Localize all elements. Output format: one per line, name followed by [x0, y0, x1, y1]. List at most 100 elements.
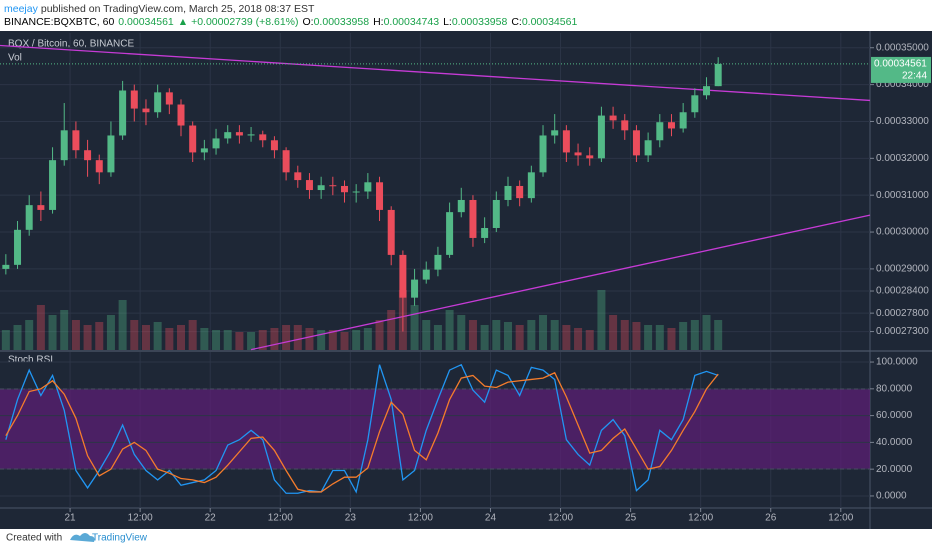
- candle-body: [119, 90, 127, 136]
- volume-bar: [1, 330, 10, 350]
- volume-bar: [422, 320, 431, 350]
- volume-bar: [165, 328, 174, 350]
- candle-body: [411, 279, 419, 298]
- volume-bar: [317, 330, 326, 350]
- ohlc-value: 0.00034743: [384, 16, 440, 28]
- last: 0.00034561: [118, 16, 174, 28]
- candle-body: [95, 160, 103, 173]
- published: published on TradingView.com, March 25, …: [41, 3, 315, 15]
- volume-bar: [363, 328, 372, 350]
- footer-brand[interactable]: TradingView: [92, 533, 148, 544]
- volume-label: Vol: [8, 53, 22, 64]
- header-line: meejay published on TradingView.com, Marc…: [4, 3, 315, 15]
- candle-body: [504, 185, 512, 200]
- y-tick-label: 40.0000: [876, 437, 913, 448]
- volume-bar: [247, 332, 256, 350]
- volume-bar: [177, 325, 186, 350]
- volume-bar: [714, 320, 723, 350]
- candle-body: [551, 130, 559, 136]
- candle-body: [352, 191, 360, 193]
- volume-bar: [282, 325, 291, 350]
- ohlc-value: 0.00033958: [314, 16, 370, 28]
- candle-body: [37, 205, 45, 210]
- candle-body: [609, 115, 617, 121]
- candle-body: [165, 92, 173, 105]
- candle-body: [49, 160, 57, 210]
- y-tick-label: 0.00029000: [876, 264, 929, 275]
- ohlc-label: O:: [303, 16, 314, 28]
- volume-bar: [539, 315, 548, 350]
- candle-body: [142, 108, 150, 113]
- volume-bar: [620, 320, 629, 350]
- x-tick-label: 12:00: [688, 513, 713, 524]
- volume-bar: [445, 310, 454, 350]
- candle-body: [656, 122, 664, 141]
- candle-body: [621, 120, 629, 131]
- volume-bar: [655, 325, 664, 350]
- candle-body: [574, 152, 582, 156]
- ohlc-label: C:: [511, 16, 522, 28]
- ohlc-label: H:: [373, 16, 384, 28]
- ohlc-line: BINANCE:BQXBTC, 60 0.00034561 ▲ +0.0000273…: [4, 16, 577, 28]
- volume-bar: [433, 325, 442, 350]
- candle-body: [446, 212, 454, 255]
- x-tick-label: 12:00: [828, 513, 853, 524]
- candle-body: [714, 63, 722, 87]
- candle-body: [14, 229, 22, 265]
- y-tick-label: 80.0000: [876, 383, 913, 394]
- trendline: [0, 44, 871, 102]
- candle-body: [516, 185, 524, 199]
- last-price-box: [871, 56, 931, 83]
- logo: [70, 533, 95, 542]
- candle-body: [562, 130, 570, 153]
- x-tick-label: 26: [765, 513, 777, 524]
- change: ▲ +0.00002739 (+8.61%): [178, 16, 299, 28]
- volume-bar: [223, 330, 232, 350]
- ohlc-value: 0.00034561: [522, 16, 578, 28]
- volume-bar: [690, 320, 699, 350]
- candle-body: [527, 172, 535, 199]
- volume-bar: [270, 328, 279, 350]
- ohlc-value: 0.00033958: [452, 16, 508, 28]
- candle-body: [154, 92, 162, 113]
- candle-body: [72, 130, 80, 151]
- candle-body: [492, 199, 500, 228]
- volume-bar: [410, 305, 419, 350]
- candle-body: [667, 122, 675, 129]
- volume-bar: [352, 330, 361, 350]
- volume-bar: [609, 315, 618, 350]
- volume-bar: [503, 322, 512, 350]
- volume-bar: [258, 330, 267, 350]
- x-tick-label: 23: [345, 513, 357, 524]
- volume-bar: [153, 322, 162, 350]
- candle-body: [632, 130, 640, 156]
- candle-body: [457, 199, 465, 213]
- volume-bar: [188, 320, 197, 350]
- volume-bar: [527, 320, 536, 350]
- y-tick-label: 0.00034000: [876, 79, 929, 90]
- x-tick-label: 25: [625, 513, 637, 524]
- candle-body: [177, 104, 185, 126]
- x-tick-label: 22: [205, 513, 217, 524]
- volume-bar: [328, 330, 337, 350]
- y-tick-label: 60.0000: [876, 410, 913, 421]
- volume-bar: [340, 332, 349, 350]
- candle-body: [189, 125, 197, 153]
- volume-bar: [679, 322, 688, 350]
- y-tick-label: 0.00027800: [876, 308, 929, 319]
- volume-bar: [95, 322, 104, 350]
- y-tick-label: 0.0000: [876, 491, 907, 502]
- volume-bar: [212, 330, 221, 350]
- candle-body: [586, 155, 594, 159]
- x-tick-label: 12:00: [408, 513, 433, 524]
- volume-bar: [141, 325, 150, 350]
- author[interactable]: meejay: [4, 3, 39, 15]
- candle-body: [340, 185, 348, 193]
- y-tick-label: 0.00032000: [876, 153, 929, 164]
- volume-bar: [25, 320, 34, 350]
- candle-body: [130, 90, 138, 109]
- candle-body: [703, 86, 711, 96]
- y-tick-label: 0.00030000: [876, 227, 929, 238]
- y-tick-label: 0.00033000: [876, 116, 929, 127]
